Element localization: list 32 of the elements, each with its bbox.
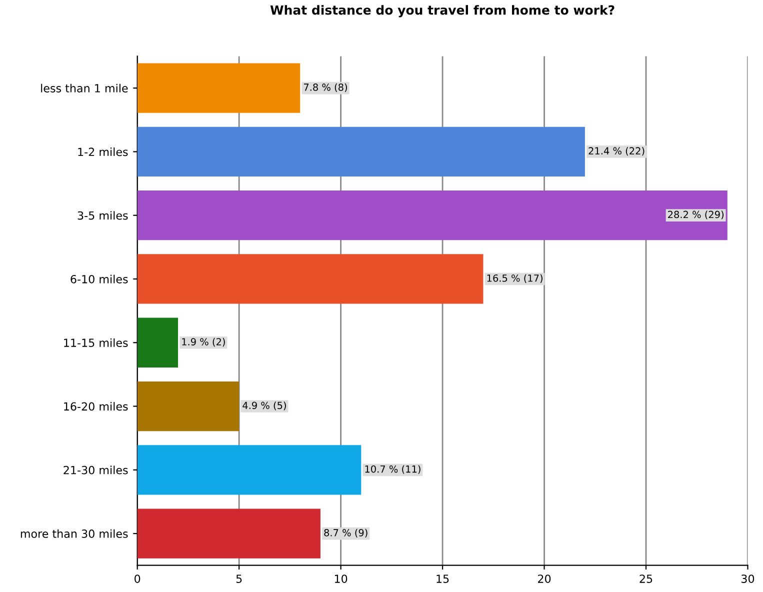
y-tick-label: less than 1 mile: [41, 84, 128, 92]
x-tick-label: 10: [334, 574, 348, 583]
x-tick-label: 15: [436, 574, 449, 583]
bar: [137, 445, 362, 495]
y-tick-label: 16-20 miles: [64, 402, 128, 411]
y-tick-label: more than 30 miles: [20, 529, 128, 538]
bar: [137, 63, 300, 113]
data-label: 1.9 % (2): [182, 338, 225, 347]
chart-title: What distance do you travel from home to work?: [270, 5, 614, 18]
bar: [137, 254, 484, 304]
data-label: 28.2 % (29): [668, 210, 724, 220]
y-tick-label: 3-5 miles: [78, 211, 128, 220]
data-label: 4.9 % (5): [242, 402, 286, 410]
data-label: 21.4 % (22): [588, 147, 644, 156]
data-label: 8.7 % (9): [324, 528, 368, 538]
y-tick-label: 11-15 miles: [64, 338, 128, 347]
data-label: 7.8 % (8): [304, 83, 347, 92]
x-tick-label: 0: [134, 574, 140, 583]
x-tick-label: 20: [538, 574, 551, 583]
data-label: 16.5 % (17): [487, 274, 542, 283]
y-tick-label: 21-30 miles: [64, 466, 128, 474]
x-tick-label: 5: [236, 574, 242, 583]
y-tick-label: 6-10 miles: [70, 274, 128, 284]
y-tick-label: 1-2 miles: [78, 147, 128, 156]
x-tick-label: 25: [640, 574, 652, 583]
bar: [137, 318, 178, 368]
data-label: 10.7 % (11): [365, 465, 420, 474]
bar: [137, 190, 728, 240]
bar: [137, 508, 320, 558]
bar: [137, 126, 585, 177]
bar: [137, 381, 240, 432]
x-tick-label: 30: [742, 574, 754, 583]
